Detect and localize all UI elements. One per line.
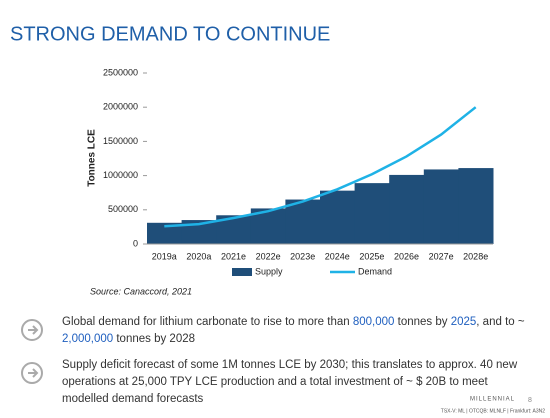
y-tick-label: 1000000 bbox=[103, 170, 138, 180]
bullet-part: 2025 bbox=[450, 316, 477, 328]
bullet-part: Global demand for lithium carbonate to r… bbox=[62, 316, 353, 328]
bullet-part: tonnes by 2028 bbox=[113, 333, 196, 345]
x-tick-label: 2022e bbox=[256, 251, 281, 261]
x-tick-label: 2027e bbox=[429, 251, 454, 261]
legend-label: Supply bbox=[255, 266, 283, 276]
y-tick-label: 2500000 bbox=[103, 67, 138, 77]
bullet-part: 800,000 bbox=[352, 316, 395, 328]
x-tick-label: 2021e bbox=[221, 251, 246, 261]
bullet-part: Supply deficit forecast of some 1M tonne… bbox=[62, 359, 518, 405]
bullet-part: tonnes by bbox=[394, 316, 451, 328]
x-tick-label: 2024e bbox=[325, 251, 350, 261]
x-tick-label: 2026e bbox=[394, 251, 419, 261]
x-tick-label: 2025e bbox=[359, 251, 384, 261]
bullet-text: Global demand for lithium carbonate to r… bbox=[62, 314, 532, 348]
bar bbox=[458, 168, 494, 244]
legend-label: Demand bbox=[358, 266, 392, 276]
x-tick-label: 2020a bbox=[186, 251, 211, 261]
bar bbox=[423, 169, 459, 244]
bullet-part: , and to ~ bbox=[476, 316, 525, 328]
bullet-arrow bbox=[28, 325, 39, 335]
bar bbox=[389, 174, 425, 244]
x-tick-label: 2023e bbox=[290, 251, 315, 261]
x-tick-label: 2019a bbox=[152, 251, 177, 261]
demand-line bbox=[164, 106, 477, 228]
bar bbox=[320, 190, 356, 244]
bullet-icon bbox=[21, 362, 43, 384]
page-number: 8 bbox=[528, 397, 532, 404]
bullet-icon bbox=[21, 319, 43, 341]
bar bbox=[354, 183, 390, 244]
logo: MILLENNIAL bbox=[470, 397, 515, 403]
bullet-part: 2,000,000 bbox=[62, 333, 114, 345]
legend-swatch bbox=[232, 268, 252, 276]
slide-title: STRONG DEMAND TO CONTINUE bbox=[10, 23, 330, 45]
bar bbox=[147, 222, 183, 244]
bar bbox=[181, 220, 217, 244]
x-tick-label: 2028e bbox=[463, 251, 488, 261]
y-tick-label: 1500000 bbox=[103, 136, 138, 146]
y-tick-label: 2000000 bbox=[103, 102, 138, 112]
tickers: TSX-V: ML | OTCQB: MLNLF | Frankfurt: A3… bbox=[441, 408, 545, 414]
y-axis-label: Tonnes LCE bbox=[87, 129, 98, 187]
bullet-text: Supply deficit forecast of some 1M tonne… bbox=[62, 357, 532, 408]
y-tick-label: 500000 bbox=[108, 204, 138, 214]
bullet-arrow bbox=[28, 368, 39, 378]
source: Source: Canaccord, 2021 bbox=[90, 286, 192, 296]
bar bbox=[285, 199, 321, 244]
y-tick-label: 0 bbox=[133, 238, 138, 248]
